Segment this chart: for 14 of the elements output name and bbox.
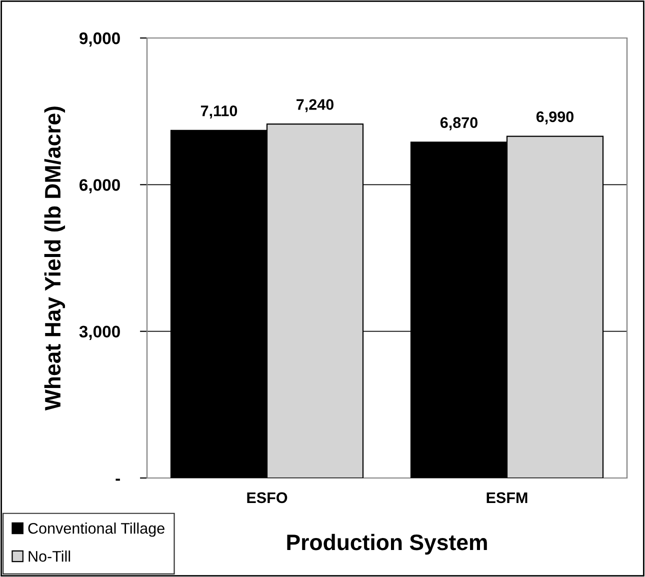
text: 7,240 <box>296 99 334 112</box>
y-tick-label: 6,000 <box>80 179 120 194</box>
x-tick-label: ESFO <box>247 492 288 504</box>
text: 6,990 <box>536 111 574 124</box>
y-axis-title: Wheat Hay Yield (lb DM/acre) <box>44 106 66 410</box>
legend-label: Conventional Tillage <box>28 522 164 537</box>
text: 6,870 <box>440 117 478 130</box>
x-tick-label: ESFM <box>486 492 528 504</box>
legend-label: No-Till <box>28 550 70 562</box>
y-tick-label: 3,000 <box>79 326 120 340</box>
x-axis-title: Production System <box>287 534 487 555</box>
text: 7,110 <box>200 105 238 118</box>
y-tick-label: 9,000 <box>79 32 120 47</box>
y-tick-label: - <box>116 478 120 481</box>
